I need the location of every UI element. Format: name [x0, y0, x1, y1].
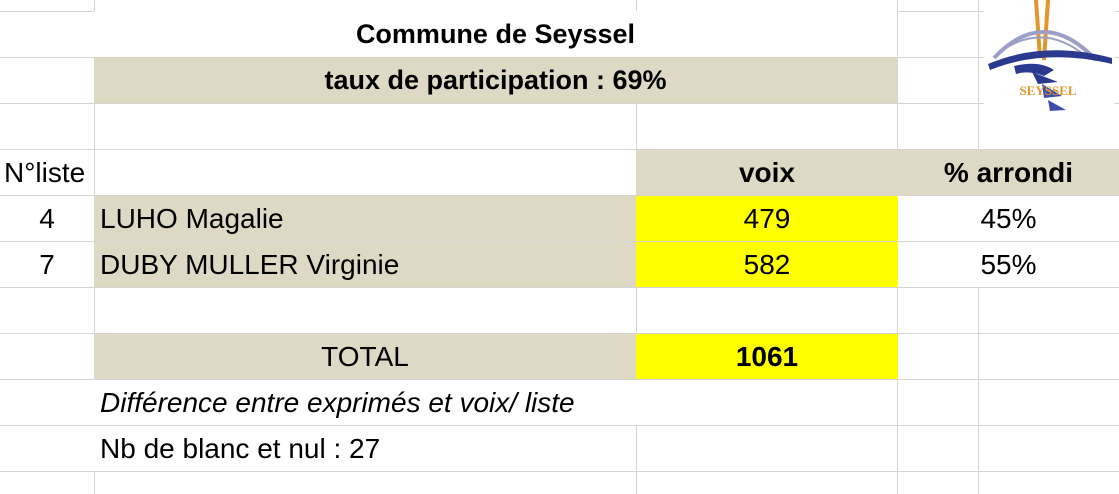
title-cell[interactable]: Commune de Seyssel: [94, 11, 897, 57]
row-1-percent[interactable]: 45%: [898, 196, 1119, 241]
row-1-candidate-name[interactable]: LUHO Magalie: [94, 196, 636, 241]
row-2-percent[interactable]: 55%: [898, 242, 1119, 287]
seyssel-logo-graphic: SEYSSEL: [988, 0, 1112, 111]
row-2-votes[interactable]: 582: [636, 242, 898, 287]
row-1-votes[interactable]: 479: [636, 196, 898, 241]
row-1-list-number[interactable]: 4: [0, 196, 94, 241]
total-label[interactable]: TOTAL: [94, 334, 636, 379]
header-list-number[interactable]: N°liste: [4, 156, 86, 188]
row-2-candidate-name[interactable]: DUBY MULLER Virginie: [94, 242, 636, 287]
header-percent[interactable]: % arrondi: [898, 150, 1119, 195]
participation-cell[interactable]: taux de participation : 69%: [94, 57, 897, 103]
seyssel-logo: SEYSSEL: [984, 0, 1114, 112]
row-2-list-number[interactable]: 7: [0, 242, 94, 287]
logo-text: SEYSSEL: [1019, 83, 1076, 98]
total-value[interactable]: 1061: [636, 334, 898, 379]
header-votes[interactable]: voix: [636, 150, 898, 195]
blank-null-count[interactable]: Nb de blanc et nul : 27: [94, 426, 635, 471]
difference-note[interactable]: Différence entre exprimés et voix/ liste: [94, 380, 897, 425]
